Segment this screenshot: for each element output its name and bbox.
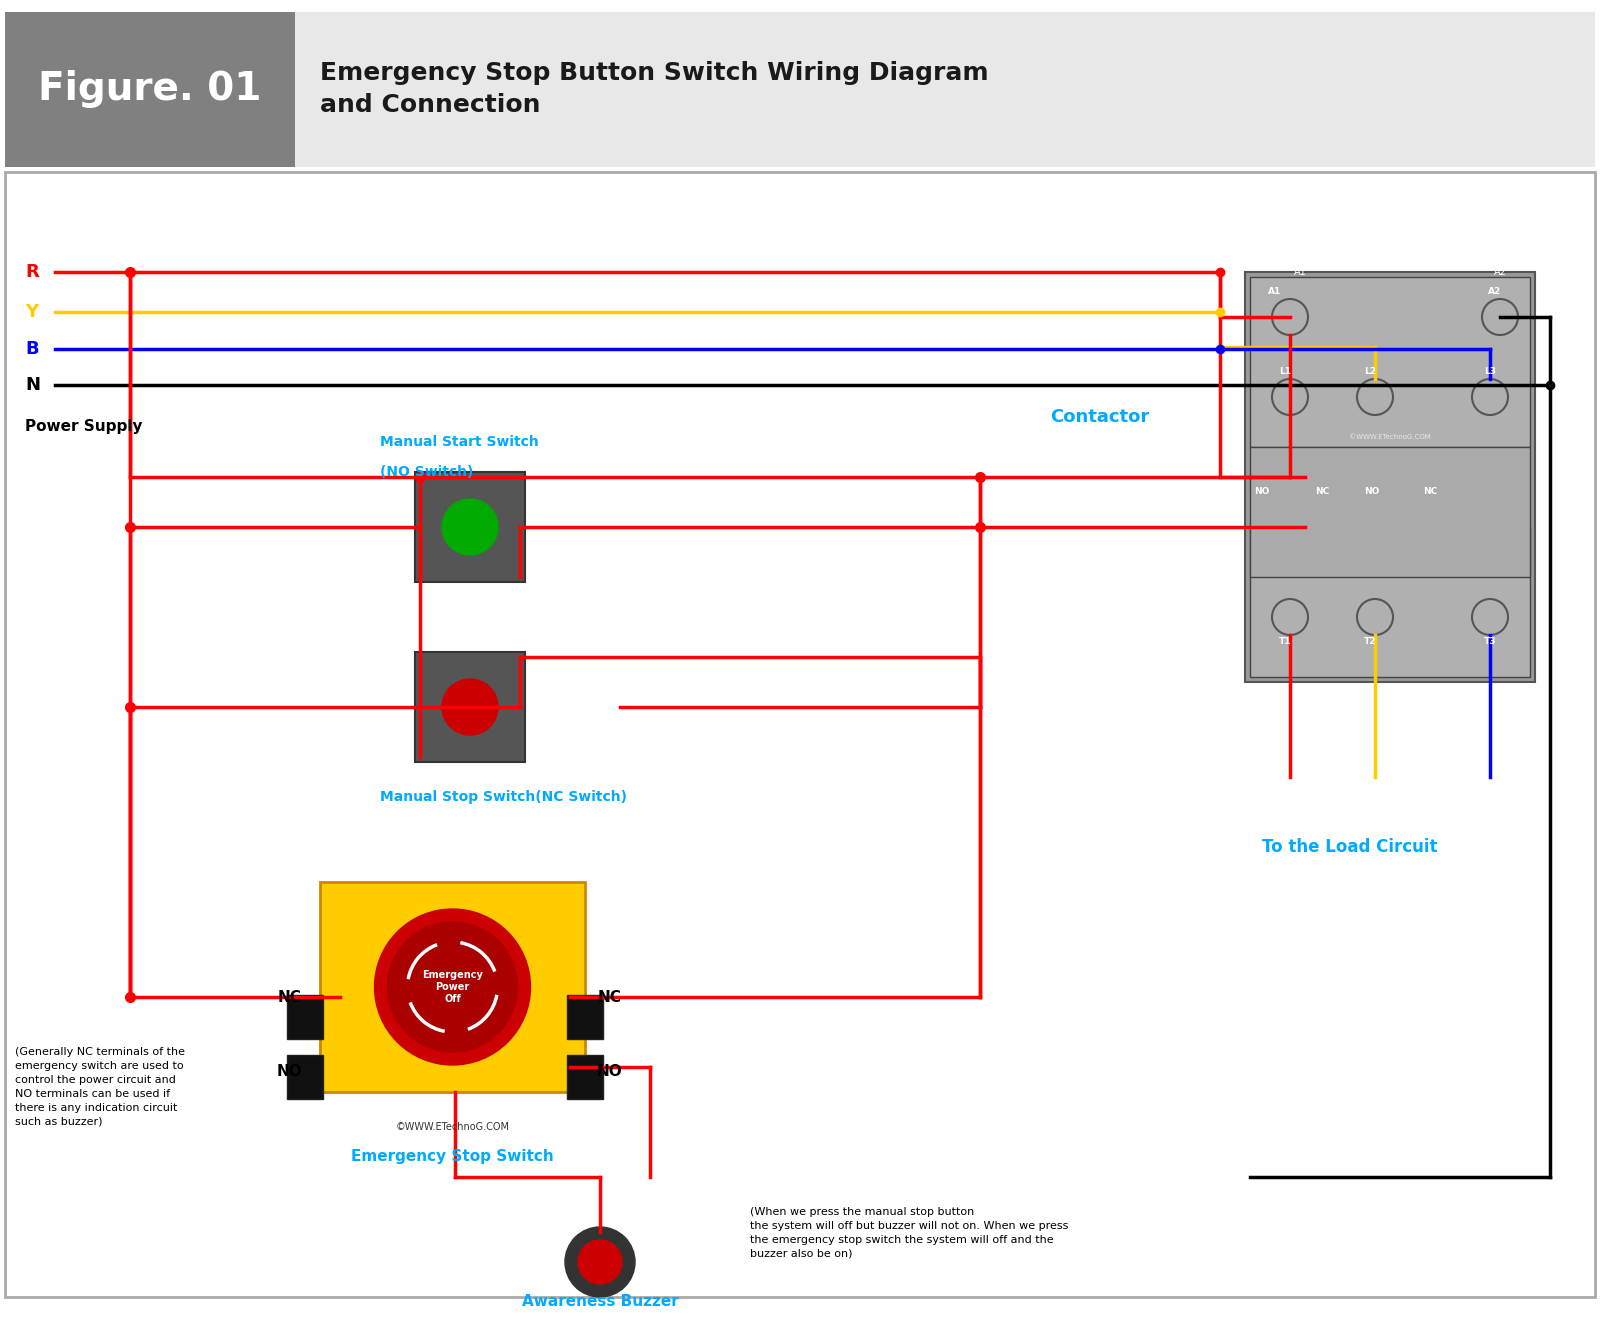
Text: To the Load Circuit: To the Load Circuit: [1262, 837, 1438, 856]
Text: Figure. 01: Figure. 01: [38, 70, 262, 107]
FancyBboxPatch shape: [1250, 277, 1530, 447]
Text: (When we press the manual stop button
the system will off but buzzer will not on: (When we press the manual stop button th…: [750, 1208, 1069, 1259]
Text: L3: L3: [1485, 368, 1496, 377]
FancyBboxPatch shape: [5, 173, 1595, 1296]
FancyBboxPatch shape: [5, 12, 294, 167]
Text: NC: NC: [598, 990, 622, 1005]
FancyBboxPatch shape: [294, 12, 1595, 167]
Text: A1: A1: [1269, 288, 1282, 296]
Text: NO: NO: [1254, 487, 1270, 496]
Text: Power Supply: Power Supply: [26, 419, 142, 434]
Text: L1: L1: [1278, 368, 1291, 377]
Circle shape: [442, 499, 498, 555]
FancyBboxPatch shape: [286, 995, 323, 1039]
Text: NC: NC: [1422, 487, 1437, 496]
Circle shape: [442, 679, 498, 735]
Text: Y: Y: [26, 303, 38, 321]
Text: Emergency
Power
Off: Emergency Power Off: [422, 970, 483, 1005]
Text: Emergency Stop Button Switch Wiring Diagram
and Connection: Emergency Stop Button Switch Wiring Diag…: [320, 61, 989, 117]
Text: Manual Stop Switch(NC Switch): Manual Stop Switch(NC Switch): [381, 790, 627, 804]
Text: Manual Start Switch: Manual Start Switch: [381, 435, 539, 449]
Text: NO: NO: [1365, 487, 1379, 496]
Text: B: B: [26, 340, 38, 358]
FancyBboxPatch shape: [566, 995, 603, 1039]
FancyBboxPatch shape: [286, 1055, 323, 1099]
FancyBboxPatch shape: [1245, 272, 1534, 682]
Text: T3: T3: [1483, 637, 1496, 646]
Circle shape: [578, 1239, 622, 1285]
Circle shape: [565, 1227, 635, 1296]
Text: Emergency Stop Switch: Emergency Stop Switch: [350, 1149, 554, 1165]
Text: (Generally NC terminals of the
emergency switch are used to
control the power ci: (Generally NC terminals of the emergency…: [14, 1047, 186, 1127]
FancyBboxPatch shape: [414, 652, 525, 762]
Text: N: N: [26, 376, 40, 394]
Text: A2: A2: [1488, 288, 1502, 296]
Text: R: R: [26, 263, 38, 281]
Text: NC: NC: [278, 990, 302, 1005]
Text: NC: NC: [1315, 487, 1330, 496]
Text: (NO Switch): (NO Switch): [381, 464, 474, 479]
Circle shape: [387, 922, 517, 1052]
Circle shape: [374, 909, 531, 1066]
Text: T2: T2: [1363, 637, 1376, 646]
Text: A2: A2: [1493, 267, 1507, 277]
FancyBboxPatch shape: [1250, 447, 1530, 577]
FancyBboxPatch shape: [320, 882, 586, 1092]
Text: A1: A1: [1294, 267, 1306, 277]
Text: ©WWW.ETechnoG.COM: ©WWW.ETechnoG.COM: [1349, 434, 1430, 441]
Text: Contactor: Contactor: [1050, 407, 1150, 426]
FancyBboxPatch shape: [1250, 527, 1530, 677]
Text: ©WWW.ETechnoG.COM: ©WWW.ETechnoG.COM: [395, 1123, 509, 1132]
Text: NO: NO: [597, 1064, 622, 1079]
Text: Awareness Buzzer: Awareness Buzzer: [522, 1295, 678, 1310]
Text: NO: NO: [277, 1064, 302, 1079]
FancyBboxPatch shape: [414, 472, 525, 583]
FancyBboxPatch shape: [566, 1055, 603, 1099]
Text: L2: L2: [1363, 368, 1376, 377]
Text: T1: T1: [1278, 637, 1291, 646]
